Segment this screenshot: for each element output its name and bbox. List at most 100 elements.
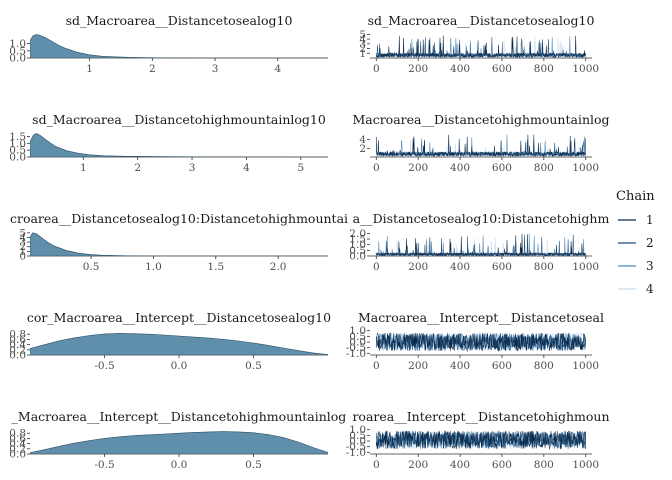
- trace-y-tick-label: 1.0: [349, 424, 366, 436]
- density-x-tick-label: 4: [243, 162, 250, 174]
- trace-line-chain-3: [376, 36, 586, 58]
- trace-panel-title: Macroarea__Intercept__Distancetoseal: [358, 310, 604, 325]
- trace-y-tick-label: 0.5: [349, 245, 366, 257]
- trace-y-tick-label: 0.0: [349, 251, 366, 263]
- trace-y-tick-label: 0.5: [349, 331, 366, 343]
- trace-y-tick-label: 0.0: [349, 436, 366, 448]
- density-y-tick-label: 3: [19, 237, 26, 249]
- trace-x-tick-label: 200: [408, 162, 428, 174]
- trace-line-chain-1: [376, 35, 586, 58]
- density-y-tick-label: 0: [19, 251, 26, 263]
- density-x-tick-label: 3: [189, 162, 196, 174]
- trace-y-tick-label: 2.0: [349, 228, 366, 240]
- legend-label-chain-4: 4: [646, 282, 654, 296]
- trace-x-tick-label: 800: [534, 63, 554, 75]
- density-x-tick-label: 2.0: [270, 261, 287, 273]
- density-x-tick-label: 0.5: [83, 261, 100, 273]
- trace-y-tick-label: 1.0: [349, 325, 366, 337]
- trace-x-tick-label: 600: [492, 162, 512, 174]
- density-x-tick-label: 0.0: [171, 459, 188, 471]
- trace-y-tick-label: -0.5: [346, 441, 366, 453]
- trace-x-tick-label: 600: [492, 261, 512, 273]
- trace-line-chain-1: [376, 332, 586, 352]
- density-panel-title: croarea__Distancetosealog10:Distancetohi…: [10, 211, 348, 226]
- legend-label-chain-1: 1: [646, 213, 654, 227]
- density-area: [30, 333, 328, 355]
- density-panel-title: sd_Macroarea__Distancetohighmountainlog1…: [32, 112, 326, 127]
- trace-x-tick-label: 800: [534, 261, 554, 273]
- trace-line-chain-1: [376, 430, 586, 450]
- trace-x-tick-label: 0: [373, 459, 380, 471]
- density-area: [30, 133, 328, 157]
- legend-label-chain-3: 3: [646, 259, 654, 273]
- density-panel-title: _Macroarea__Intercept__Distancetohighmou…: [12, 409, 347, 424]
- trace-y-tick-label: 1.5: [349, 234, 366, 246]
- trace-x-tick-label: 400: [450, 261, 470, 273]
- density-y-tick-label: 0.8: [9, 329, 26, 341]
- trace-x-tick-label: 0: [373, 360, 380, 372]
- density-panel: sd_Macroarea__Distancetohighmountainlog1…: [9, 112, 328, 174]
- trace-x-tick-label: 1000: [572, 162, 599, 174]
- trace-y-tick-label: 1: [359, 48, 366, 60]
- trace-panel: Macroarea__Distancetohighmountainlog 0 200…: [352, 112, 609, 174]
- trace-y-tick-label: -1.0: [346, 447, 366, 459]
- density-y-tick-label: 0.5: [9, 145, 26, 157]
- trace-x-tick-label: 400: [450, 162, 470, 174]
- trace-line-chain-2: [376, 138, 586, 157]
- density-x-tick-label: 0.5: [245, 459, 262, 471]
- trace-y-tick-label: 5: [359, 29, 366, 41]
- density-x-tick-label: 2: [149, 63, 156, 75]
- density-area: [30, 431, 328, 454]
- trace-y-tick-label: 2: [359, 143, 366, 155]
- density-y-tick-label: 0.4: [9, 438, 26, 450]
- trace-panel: sd_Macroarea__Distancetosealog10 0 200 400 6…: [359, 13, 599, 75]
- density-x-tick-label: 1.0: [145, 261, 162, 273]
- density-area: [30, 232, 328, 256]
- density-y-tick-label: 0.0: [9, 152, 26, 164]
- trace-x-tick-label: 200: [408, 261, 428, 273]
- trace-y-tick-label: 0.5: [349, 430, 366, 442]
- density-x-tick-label: 0.0: [171, 360, 188, 372]
- legend-label-chain-2: 2: [646, 236, 654, 250]
- density-x-tick-label: 1: [80, 162, 87, 174]
- density-x-tick-label: -0.5: [94, 360, 114, 372]
- trace-x-tick-label: 0: [373, 261, 380, 273]
- density-y-tick-label: 0.2: [9, 344, 26, 356]
- trace-x-tick-label: 400: [450, 360, 470, 372]
- density-y-tick-label: 0.2: [9, 443, 26, 455]
- density-x-tick-label: 5: [297, 162, 304, 174]
- trace-x-tick-label: 600: [492, 63, 512, 75]
- density-y-tick-label: 0.6: [9, 433, 26, 445]
- density-x-tick-label: -0.5: [94, 459, 114, 471]
- trace-x-tick-label: 1000: [572, 261, 599, 273]
- density-y-tick-label: 1.0: [9, 38, 26, 50]
- trace-y-tick-label: -1.0: [346, 348, 366, 360]
- density-y-tick-label: 5: [19, 227, 26, 239]
- legend-title: Chain: [616, 189, 655, 204]
- density-x-tick-label: 1.5: [207, 261, 224, 273]
- trace-x-tick-label: 200: [408, 63, 428, 75]
- trace-y-tick-label: 4: [359, 34, 366, 46]
- trace-x-tick-label: 1000: [572, 360, 599, 372]
- density-y-tick-label: 2: [19, 241, 26, 253]
- trace-line-chain-1: [376, 233, 586, 256]
- trace-x-tick-label: 1000: [572, 63, 599, 75]
- density-panel-title: cor_Macroarea__Intercept__Distancetoseal…: [27, 310, 331, 325]
- density-panel-title: sd_Macroarea__Distancetosealog10: [66, 13, 293, 28]
- chain-legend: Chain 1 2 3 4: [616, 189, 655, 296]
- trace-x-tick-label: 0: [373, 162, 380, 174]
- trace-panel: a__Distancetosealog10:Distancetohighm 0 20…: [349, 211, 609, 273]
- trace-x-tick-label: 600: [492, 459, 512, 471]
- density-y-tick-label: 0.6: [9, 334, 26, 346]
- trace-x-tick-label: 200: [408, 360, 428, 372]
- density-y-tick-label: 0.0: [9, 350, 26, 362]
- trace-x-tick-label: 800: [534, 459, 554, 471]
- density-x-tick-label: 1: [86, 63, 93, 75]
- density-y-tick-label: 0.0: [9, 53, 26, 65]
- density-panel: _Macroarea__Intercept__Distancetohighmou…: [9, 409, 346, 471]
- density-x-tick-label: 4: [274, 63, 281, 75]
- density-area: [30, 34, 328, 58]
- trace-x-tick-label: 800: [534, 162, 554, 174]
- trace-panel: roarea__Intercept__Distancetohighmoun 0 20…: [346, 409, 610, 471]
